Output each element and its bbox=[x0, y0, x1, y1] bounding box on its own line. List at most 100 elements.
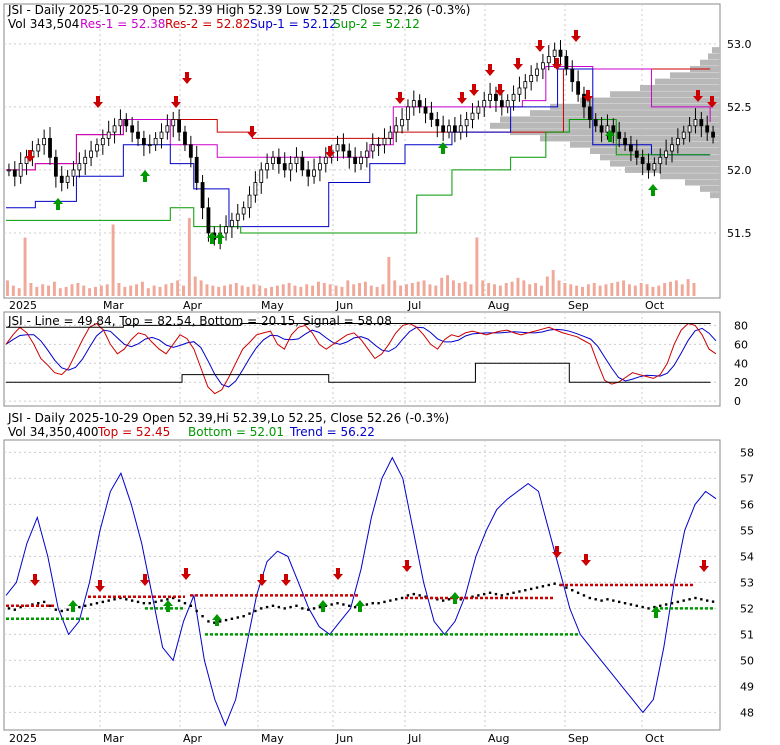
candle-body bbox=[112, 125, 117, 133]
trend-price-dot bbox=[524, 589, 527, 592]
candle-body bbox=[458, 125, 463, 133]
candle-body bbox=[529, 74, 534, 83]
res2-label: Res-2 = 52.82 bbox=[165, 17, 250, 31]
trend-price-dot bbox=[659, 604, 662, 607]
price-axis: 51.5 52.0 52.5 53.0 bbox=[727, 38, 752, 240]
month-tick-label: Mar bbox=[103, 299, 124, 312]
candle-body bbox=[100, 137, 105, 146]
trend-volume-label: Vol 34,350,400 bbox=[8, 425, 98, 439]
trend-price-dot bbox=[700, 598, 703, 601]
candle-body bbox=[376, 144, 381, 147]
volume-bar bbox=[399, 285, 403, 296]
volume-profile-bar bbox=[640, 84, 720, 91]
trend-price-dot bbox=[406, 594, 410, 597]
candle-body bbox=[546, 56, 551, 64]
trend-price-dot bbox=[553, 582, 556, 585]
sell-arrow bbox=[485, 64, 495, 76]
buy-arrow bbox=[438, 142, 448, 154]
candle-body bbox=[241, 207, 246, 215]
trend-tick-label: 49 bbox=[740, 680, 754, 693]
volume-bar bbox=[123, 286, 127, 296]
trend-sell-arrow bbox=[281, 574, 291, 586]
trend-price-dot bbox=[518, 590, 521, 593]
candle-body bbox=[42, 137, 47, 146]
sell-arrow bbox=[25, 150, 35, 162]
trend-month-tick-label: May bbox=[261, 732, 284, 745]
volume-bar bbox=[669, 281, 672, 296]
trend-price-dot bbox=[242, 615, 245, 618]
trend-price-dot bbox=[617, 600, 621, 604]
volume-profile-bar bbox=[530, 110, 720, 117]
candle-body bbox=[640, 156, 645, 165]
volume-bar bbox=[328, 284, 332, 296]
trend-price-dot bbox=[37, 602, 40, 605]
trend-price-dot bbox=[418, 594, 421, 597]
trend-price-dot bbox=[48, 604, 52, 607]
trend-price-dot bbox=[676, 600, 680, 604]
volume-bar bbox=[135, 284, 139, 296]
volume-bar bbox=[463, 281, 467, 296]
candle-body bbox=[394, 125, 399, 133]
trend-buy-arrow bbox=[68, 600, 78, 612]
sup2-label: Sup-2 = 52.12 bbox=[333, 17, 420, 31]
trend-price-dot bbox=[389, 599, 392, 602]
trend-value-label: Trend = 56.22 bbox=[289, 425, 375, 439]
volume-bar bbox=[322, 283, 326, 296]
volume-profile-bar bbox=[708, 53, 720, 60]
trend-price-dot bbox=[330, 603, 333, 606]
volume-bar bbox=[498, 285, 502, 296]
volume-bar bbox=[387, 257, 391, 296]
candle-body bbox=[675, 137, 680, 146]
volume-profile-bar bbox=[590, 148, 720, 154]
candle-body bbox=[206, 207, 211, 234]
candle-body bbox=[593, 119, 598, 127]
trend-price-dot bbox=[647, 607, 650, 610]
candle-body bbox=[247, 194, 252, 209]
sell-arrow bbox=[182, 72, 192, 84]
trend-price-dot bbox=[424, 595, 427, 598]
volume-bar bbox=[616, 281, 620, 296]
candle-body bbox=[36, 144, 41, 152]
trend-price-dot bbox=[84, 604, 87, 607]
volume-bar bbox=[228, 284, 232, 296]
candle-body bbox=[623, 137, 627, 146]
trend-sell-arrow bbox=[140, 574, 150, 586]
candle-body bbox=[511, 93, 516, 101]
month-tick-label: Jul bbox=[407, 299, 421, 312]
trend-price-dot bbox=[95, 602, 99, 605]
trend-price-dot bbox=[125, 598, 128, 601]
trend-price-dot bbox=[271, 604, 275, 607]
candle-body bbox=[535, 68, 539, 76]
trend-month-tick-label: Apr bbox=[183, 732, 203, 745]
trend-sell-arrow bbox=[181, 568, 191, 580]
volume-bar bbox=[422, 280, 426, 296]
trend-price-dot bbox=[348, 604, 351, 607]
candle-body bbox=[12, 169, 17, 177]
trend-price-dot bbox=[230, 617, 234, 620]
candle-body bbox=[564, 56, 569, 70]
candle-body bbox=[300, 156, 305, 171]
trend-tick-label: 48 bbox=[740, 706, 754, 719]
month-tick-label: Jun bbox=[335, 299, 353, 312]
volume-profile-bar bbox=[685, 179, 720, 186]
candle-body bbox=[505, 100, 510, 108]
volume-bar bbox=[105, 284, 109, 296]
volume-bar bbox=[375, 286, 379, 296]
volume-bar bbox=[311, 285, 315, 296]
candle-body bbox=[429, 112, 434, 120]
candle-body bbox=[452, 125, 457, 133]
trend-price-dot bbox=[353, 605, 357, 609]
month-tick-label: Oct bbox=[645, 299, 665, 312]
volume-bar bbox=[58, 288, 62, 296]
volume-bar bbox=[581, 286, 584, 296]
volume-profile-bar bbox=[710, 192, 720, 199]
support-2-line bbox=[6, 118, 711, 234]
candle-body bbox=[711, 131, 715, 138]
trend-price-dot bbox=[201, 615, 204, 618]
volume-bar bbox=[592, 283, 596, 296]
volume-bar bbox=[475, 237, 479, 296]
volume-bar bbox=[340, 286, 344, 296]
trend-tick-label: 52 bbox=[740, 602, 754, 615]
volume-bar bbox=[551, 270, 555, 296]
